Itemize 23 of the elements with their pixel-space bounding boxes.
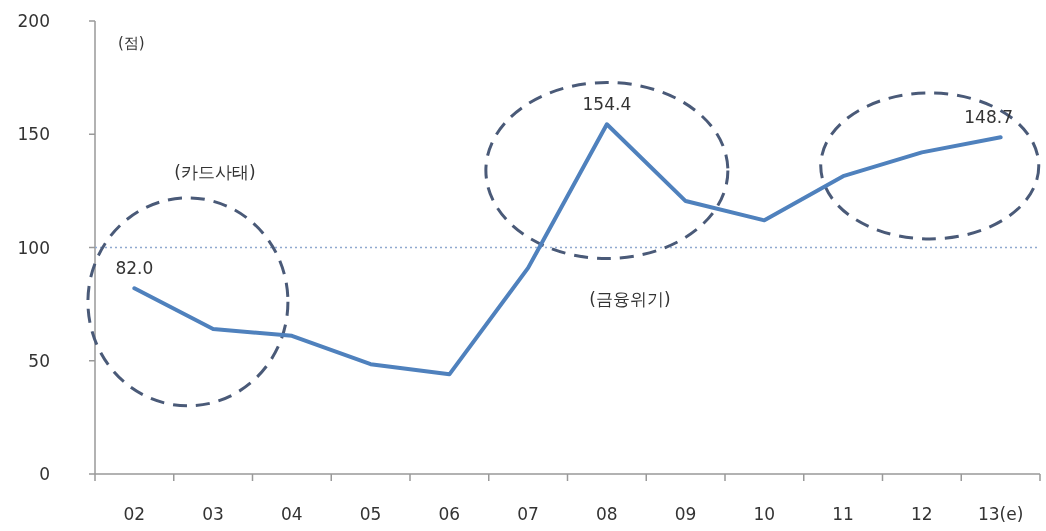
x-tick-label: 06	[438, 504, 461, 524]
y-tick-label: 100	[17, 237, 50, 258]
y-tick-label: 50	[28, 350, 50, 371]
data-label: 82.0	[115, 258, 154, 279]
x-tick-label: 02	[123, 504, 146, 524]
x-tick-label: 13(e)	[977, 504, 1024, 524]
x-tick-label: 12	[911, 504, 933, 524]
data-label: 148.7	[964, 107, 1013, 128]
x-tick-label: 07	[517, 504, 539, 524]
x-tick-label: 03	[202, 504, 224, 524]
y-tick-label: 200	[17, 11, 50, 31]
x-tick-label: 04	[281, 504, 303, 524]
annotation: (카드사태)	[174, 162, 256, 182]
x-tick-label: 10	[753, 504, 776, 524]
x-tick-label: 05	[359, 504, 382, 524]
data-label: 154.4	[582, 94, 632, 115]
x-tick-label: 11	[832, 504, 854, 524]
x-tick-label: 09	[674, 504, 697, 524]
annotation: (금융위기)	[589, 289, 671, 309]
x-tick-label: 08	[596, 504, 618, 524]
y-tick-label: 150	[17, 124, 50, 145]
y-tick-label: 0	[39, 464, 50, 484]
y-axis-title: (점)	[118, 34, 145, 52]
